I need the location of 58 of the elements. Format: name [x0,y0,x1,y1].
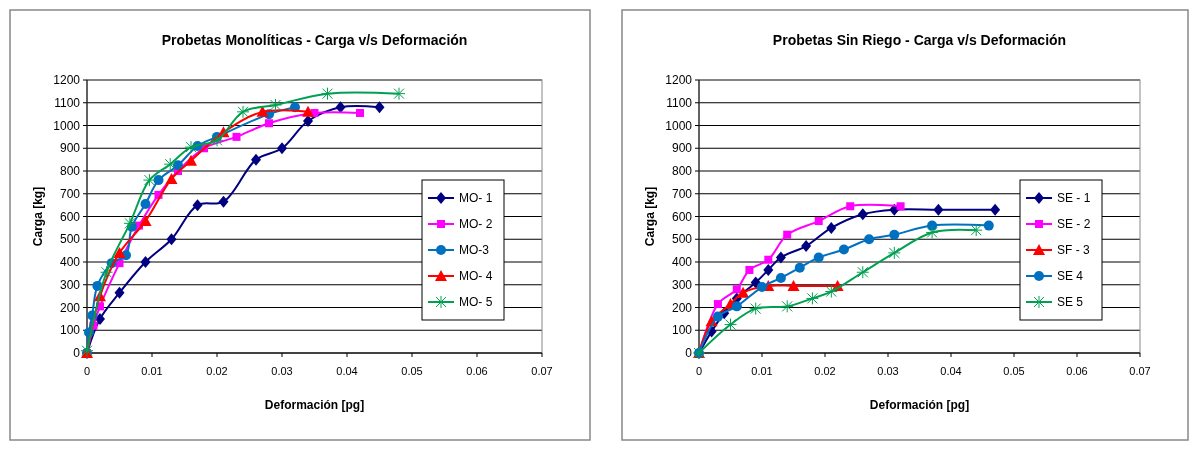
x-tick-label: 0.02 [206,365,228,377]
x-tick-label: 0.07 [1129,365,1151,377]
y-tick-label: 1200 [53,73,81,88]
legend-label: MO- 1 [459,191,493,206]
legend-label: SE 5 [1057,295,1084,310]
x-tick-label: 0.06 [1066,365,1088,377]
x-tick-label: 0.05 [401,365,423,377]
x-axis-title: Deformación [pg] [264,398,365,412]
x-tick-label: 0.07 [531,365,553,377]
chart-title: Probetas Monolíticas - Carga v/s Deformación [161,32,468,48]
x-tick-label: 0.04 [336,365,358,377]
y-tick-label: 300 [671,277,693,292]
y-tick-label: 1000 [53,118,81,133]
chart-title: Probetas Sin Riego - Carga v/s Deformación [772,32,1067,48]
x-tick-label: 0.03 [271,365,293,377]
y-tick-label: 200 [59,300,81,315]
y-tick-label: 900 [671,141,693,156]
y-tick-label: 1200 [665,73,693,88]
legend-label: MO- 4 [459,269,493,284]
x-tick-label: 0.05 [1003,365,1025,377]
x-tick-label: 0.03 [877,365,899,377]
x-tick-label: 0.01 [751,365,773,377]
x-tick-label: 0.06 [466,365,488,377]
y-tick-label: 1100 [666,95,693,110]
y-axis-title: Carga [kg] [31,186,45,247]
x-tick-label: 0.02 [814,365,836,377]
y-tick-label: 900 [59,141,81,156]
legend-label: SE 4 [1057,269,1084,284]
legend-label: MO-3 [459,243,490,258]
y-tick-label: 500 [671,232,693,247]
y-tick-label: 300 [59,277,81,292]
x-axis-title: Deformación [pg] [869,398,970,412]
y-tick-label: 1100 [54,95,81,110]
x-tick-label: 0 [83,365,91,377]
y-tick-label: 0 [73,346,81,361]
y-tick-label: 100 [671,323,693,338]
legend-label: SF - 3 [1057,243,1090,258]
y-tick-label: 400 [59,255,81,270]
y-tick-label: 600 [59,209,81,224]
legend-label: MO- 5 [459,295,493,310]
y-tick-label: 200 [671,300,693,315]
y-axis-title: Carga [kg] [643,186,657,247]
y-tick-label: 1000 [665,118,693,133]
y-tick-label: 700 [59,186,81,201]
y-tick-label: 100 [59,323,81,338]
legend-label: SE - 2 [1057,217,1091,232]
y-tick-label: 400 [671,255,693,270]
x-tick-label: 0.04 [940,365,962,377]
y-tick-label: 700 [671,186,693,201]
y-tick-label: 800 [671,164,693,179]
x-tick-label: 0.01 [141,365,163,377]
y-tick-label: 600 [671,209,693,224]
legend-label: SE - 1 [1057,191,1091,206]
x-tick-label: 0 [695,365,703,377]
y-tick-label: 0 [685,346,693,361]
y-tick-label: 500 [59,232,81,247]
legend-label: MO- 2 [459,217,493,232]
y-tick-label: 800 [59,164,81,179]
